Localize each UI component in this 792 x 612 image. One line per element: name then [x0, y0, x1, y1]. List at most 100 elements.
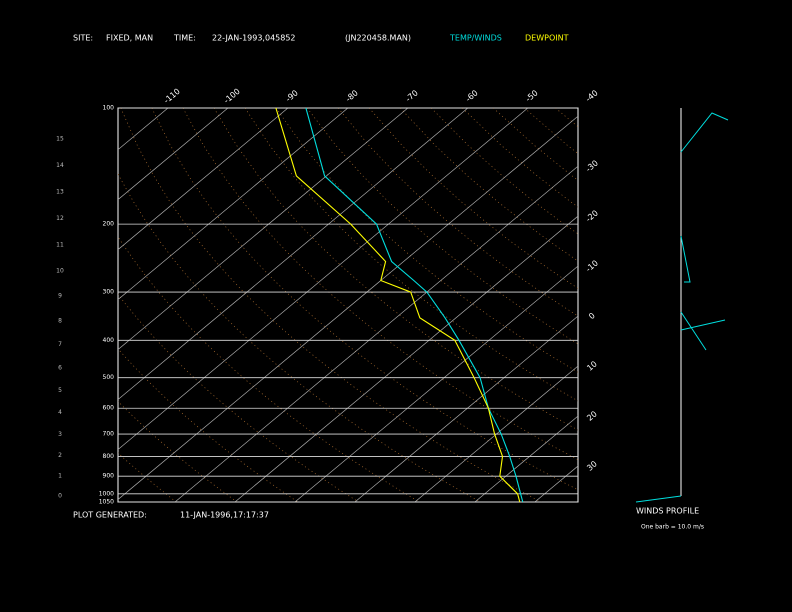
height-label: 3	[58, 431, 62, 438]
isotherm	[354, 315, 578, 502]
height-label: 15	[56, 136, 64, 143]
plot-area	[118, 108, 792, 502]
isotherm	[174, 165, 578, 502]
isotherm-label: -80	[344, 88, 360, 103]
wind-barb	[680, 319, 726, 331]
height-label: 0	[58, 493, 62, 500]
pressure-label: 500	[103, 374, 115, 381]
dry-adiabat	[213, 108, 578, 431]
legend-entry: DEWPOINT	[525, 34, 569, 43]
isotherm-label: 30	[585, 459, 599, 472]
height-label: 11	[56, 241, 64, 248]
dry-adiabat	[118, 293, 359, 502]
plot-frame	[117, 107, 579, 503]
dry-adiabat	[462, 108, 578, 208]
dry-adiabat	[120, 108, 542, 502]
isotherm	[118, 115, 578, 500]
site-label: SITE:	[73, 34, 93, 43]
isotherm-label: -70	[404, 88, 420, 103]
dry-adiabat	[275, 108, 578, 373]
generated: 11-JAN-1996,17:17:37	[180, 511, 269, 520]
dry-adiabat	[586, 108, 792, 502]
isotherm	[118, 108, 529, 450]
isotherm	[118, 108, 169, 151]
time-label: TIME:	[173, 34, 196, 43]
box	[117, 107, 579, 503]
dry-adiabat	[118, 236, 420, 502]
height-label: 2	[58, 452, 62, 459]
isotherm	[234, 215, 578, 502]
isotherm-label: -100	[222, 87, 242, 106]
isotherm-label: 10	[585, 359, 599, 372]
isotherm-label: -10	[584, 258, 600, 273]
pressure-label: 1050	[99, 499, 114, 506]
pressure-label: 900	[103, 473, 115, 480]
dry-adiabat	[118, 400, 238, 502]
pressure-label: 800	[103, 453, 115, 460]
isotherm	[474, 415, 578, 502]
wind-profile	[635, 108, 729, 503]
height-label: 1	[58, 472, 62, 479]
time: 22-JAN-1993,045852	[212, 34, 296, 43]
dry-adiabat	[151, 108, 578, 491]
isotherm-label: -90	[284, 88, 300, 103]
height-label: 5	[58, 387, 62, 394]
legend-entry: TEMP/WINDS	[449, 34, 502, 43]
isotherm-label: -110	[162, 87, 182, 106]
height-label: 13	[56, 189, 64, 196]
isotherm-label: -20	[584, 208, 600, 223]
dry-adiabat	[306, 108, 578, 345]
isotherm-label: -50	[524, 88, 540, 103]
height-label: 9	[58, 293, 62, 300]
height-label: 10	[56, 267, 64, 274]
isotherm	[294, 265, 578, 502]
isotherm	[414, 365, 578, 502]
dry-adiabat	[524, 108, 578, 154]
wind-barb	[680, 235, 691, 283]
wind-barb	[635, 495, 682, 503]
file: (JN220458.MAN)	[345, 34, 411, 43]
profile-line	[275, 107, 521, 503]
height-label: 12	[56, 215, 64, 222]
wind-barb	[680, 112, 729, 153]
isotherm-label: -40	[584, 88, 600, 103]
isotherm-label: 20	[585, 409, 599, 422]
dry-adiabat	[337, 108, 578, 317]
isotherm	[118, 108, 409, 351]
isotherm	[118, 108, 349, 301]
pressure-label: 400	[103, 337, 115, 344]
dry-adiabat	[244, 108, 578, 402]
pressure-label: 700	[103, 431, 115, 438]
pressure-label: 600	[103, 405, 115, 412]
generated-label: PLOT GENERATED:	[73, 511, 147, 520]
profile-line	[305, 107, 524, 503]
barb-note: One barb = 10.0 m/s	[641, 524, 704, 531]
site: FIXED, MAN	[106, 34, 153, 43]
isotherm	[118, 108, 229, 201]
isotherm	[118, 108, 469, 401]
height-label: 7	[58, 341, 62, 348]
winds-title: WINDS PROFILE	[636, 507, 699, 516]
isotherm-label: 0	[587, 311, 597, 321]
dry-adiabat	[368, 108, 578, 289]
height-label: 4	[58, 409, 62, 416]
dry-adiabat	[118, 348, 299, 502]
pressure-label: 200	[103, 221, 115, 228]
pressure-label: 300	[103, 289, 115, 296]
isotherm-label: -60	[464, 88, 480, 103]
dry-adiabat	[118, 173, 481, 502]
height-label: 8	[58, 317, 62, 324]
pressure-label: 100	[103, 105, 115, 112]
isotherm-label: -30	[584, 158, 600, 173]
pressure-label: 1000	[99, 490, 114, 497]
dry-adiabat	[618, 108, 792, 502]
isotherm	[534, 465, 578, 502]
height-label: 14	[56, 162, 64, 169]
height-label: 6	[58, 364, 62, 371]
wind-barb	[680, 311, 707, 351]
dry-adiabat	[118, 452, 177, 502]
isotherm	[118, 108, 289, 251]
dry-adiabat	[493, 108, 578, 181]
